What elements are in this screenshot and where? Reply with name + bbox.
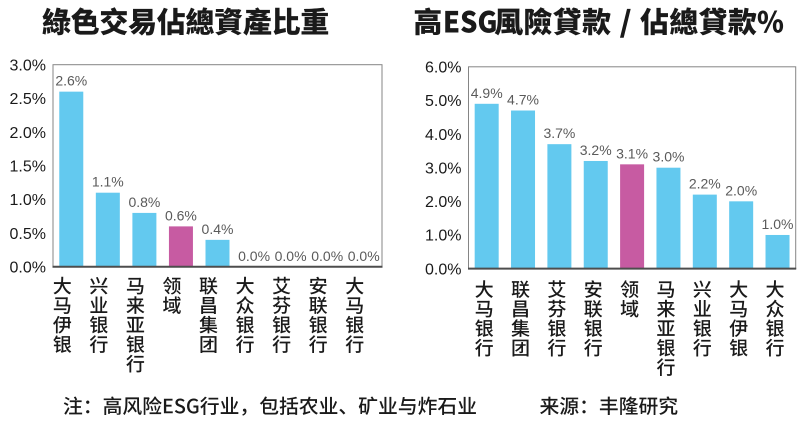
svg-text:0.0%: 0.0%: [238, 248, 270, 264]
svg-text:5.0%: 5.0%: [425, 93, 461, 110]
svg-text:2.6%: 2.6%: [55, 73, 87, 89]
svg-text:3.0%: 3.0%: [10, 57, 46, 74]
svg-text:3.7%: 3.7%: [543, 125, 575, 141]
svg-text:6.0%: 6.0%: [425, 60, 461, 77]
svg-text:3.0%: 3.0%: [425, 160, 461, 177]
svg-text:0.5%: 0.5%: [10, 226, 46, 243]
svg-text:0.6%: 0.6%: [165, 207, 197, 223]
svg-text:2.0%: 2.0%: [425, 194, 461, 211]
svg-text:4.0%: 4.0%: [425, 127, 461, 144]
svg-text:1.0%: 1.0%: [425, 228, 461, 245]
svg-text:0.0%: 0.0%: [275, 248, 307, 264]
svg-text:0.0%: 0.0%: [10, 260, 46, 277]
svg-text:1.0%: 1.0%: [10, 192, 46, 209]
svg-text:3.2%: 3.2%: [580, 142, 612, 158]
svg-text:1.1%: 1.1%: [92, 174, 124, 190]
svg-text:0.0%: 0.0%: [311, 248, 343, 264]
svg-text:3.0%: 3.0%: [653, 149, 685, 165]
svg-text:4.7%: 4.7%: [507, 92, 539, 108]
svg-text:2.2%: 2.2%: [689, 176, 721, 192]
svg-text:2.5%: 2.5%: [10, 91, 46, 108]
svg-text:0.0%: 0.0%: [348, 248, 380, 264]
svg-text:1.5%: 1.5%: [10, 158, 46, 175]
svg-text:1.0%: 1.0%: [762, 216, 794, 232]
svg-text:2.0%: 2.0%: [10, 125, 46, 142]
svg-text:4.9%: 4.9%: [471, 85, 503, 101]
svg-text:3.1%: 3.1%: [616, 145, 648, 161]
svg-text:2.0%: 2.0%: [725, 182, 757, 198]
svg-text:0.4%: 0.4%: [202, 221, 234, 237]
svg-text:0.0%: 0.0%: [425, 261, 461, 278]
svg-text:0.8%: 0.8%: [128, 194, 160, 210]
